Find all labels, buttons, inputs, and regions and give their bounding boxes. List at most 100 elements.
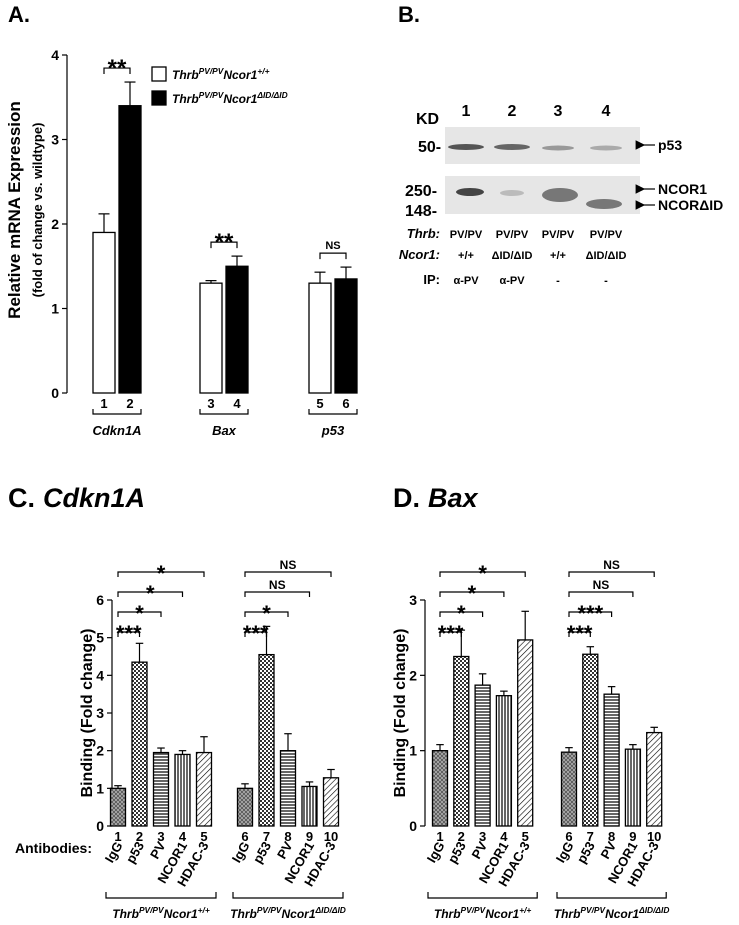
bar: [474, 684, 491, 827]
y-tick-label: 6: [96, 592, 104, 608]
name-part: Ncor1: [605, 907, 639, 921]
x-tick-label: IgG: [102, 839, 126, 865]
significance-bracket: [244, 631, 268, 637]
bar-number: 3: [479, 829, 486, 844]
significance-label: NS: [593, 578, 610, 592]
name-part: Thrb: [434, 907, 461, 921]
group-bracket: [427, 892, 538, 899]
name-part: PV/PV: [199, 90, 225, 100]
panel-label: D.: [393, 483, 420, 513]
bar: [195, 751, 213, 827]
significance-bracket: [568, 631, 591, 637]
y-tick-label: 1: [51, 301, 59, 317]
significance-label: *: [468, 581, 477, 606]
name-part: Thrb: [172, 68, 199, 82]
marker-label: 250-: [405, 183, 437, 200]
title-text: Bax: [428, 483, 479, 513]
category-bracket: [199, 409, 249, 415]
series-name: ThrbPV/PVNcor1ΔID/ΔID: [554, 905, 670, 921]
significance-bracket: [244, 611, 289, 617]
bar-number: 3: [207, 396, 214, 411]
row-cell: α-PV: [499, 275, 525, 287]
x-tick-label: IgG: [553, 839, 577, 865]
bar: [431, 750, 449, 827]
band-label: NCORΔID: [658, 197, 723, 213]
y-tick-label: 0: [51, 385, 59, 401]
bar: [603, 693, 620, 827]
bar: [279, 750, 297, 827]
band: [456, 188, 484, 196]
bar: [236, 787, 254, 827]
x-tick-label: p53: [250, 839, 274, 866]
row-cell: ΔID/ΔID: [586, 250, 627, 262]
significance-bracket: [568, 571, 655, 577]
significance-label: NS: [269, 578, 286, 592]
y-axis-label: Binding (Fold change): [392, 629, 409, 798]
y-tick-label: 2: [409, 667, 417, 683]
bar: [495, 695, 513, 827]
significance-label: **: [108, 55, 127, 82]
band: [500, 190, 524, 196]
significance-bracket: [439, 611, 484, 617]
series-name: ThrbPV/PVNcor1+/+: [172, 66, 270, 82]
name-part: +/+: [519, 905, 531, 915]
x-tick-label: Cdkn1A: [92, 423, 141, 438]
bar: [582, 653, 599, 827]
y-tick-label: 0: [409, 818, 417, 834]
legend-swatch: [151, 90, 167, 106]
marker-label: 50-: [418, 139, 441, 156]
x-tick-label: IgG: [229, 839, 253, 865]
significance-label: ***: [567, 621, 593, 646]
band: [586, 199, 622, 209]
significance-label: ***: [243, 621, 269, 646]
panel-label: B.: [398, 2, 420, 27]
blot-rows: Thrb: PV/PV PV/PV PV/PV PV/PV Ncor1: +/+ ΔID/ΔI…: [399, 226, 627, 287]
band: [494, 144, 530, 150]
bar: [301, 785, 318, 827]
significance-label: *: [262, 601, 271, 626]
significance-label: ***: [438, 621, 464, 646]
y-tick-label: 5: [96, 630, 104, 646]
row-cell: PV/PV: [590, 229, 623, 241]
significance-label: *: [135, 601, 144, 626]
bar: [152, 751, 170, 827]
bar-number: 9: [629, 829, 636, 844]
row-cell: PV/PV: [496, 229, 529, 241]
lane-number: 2: [508, 103, 517, 120]
bar: [517, 639, 534, 827]
bar-number: 6: [565, 829, 572, 844]
name-part: PV/PV: [139, 905, 165, 915]
group-bracket: [105, 892, 217, 899]
title-text: Cdkn1A: [43, 483, 145, 513]
bar: [225, 265, 249, 394]
bar: [453, 655, 470, 827]
name-part: ΔID/ΔID: [315, 905, 346, 915]
bar-number: 1: [114, 829, 121, 844]
y-tick-label: 3: [409, 592, 417, 608]
name-part: PV/PV: [461, 905, 487, 915]
name-part: ΔID/ΔID: [638, 905, 669, 915]
chart: 0 1 2 3 4 A. Relative mRNA Expression (fold of …: [5, 2, 358, 438]
chart-title: C. Cdkn1A: [8, 483, 145, 513]
category-bracket: [92, 409, 142, 415]
significance-bracket: [244, 571, 332, 577]
significance-bracket: [117, 631, 141, 637]
bar-number: 4: [500, 829, 508, 844]
row-cell: α-PV: [453, 275, 479, 287]
bar-number: 7: [263, 829, 270, 844]
y-tick-label: 0: [96, 818, 104, 834]
name-part: ΔID/ΔID: [256, 90, 287, 100]
band: [590, 145, 622, 151]
bar-number: 9: [306, 829, 313, 844]
series-name: ThrbPV/PVNcor1+/+: [112, 905, 210, 921]
name-part: Thrb: [554, 907, 581, 921]
row-cell: ΔID/ΔID: [492, 250, 533, 262]
bar-number: 4: [233, 396, 241, 411]
significance-bracket: [117, 591, 184, 597]
bar-number: 1: [436, 829, 443, 844]
name-part: Ncor1: [282, 907, 316, 921]
bar: [322, 777, 340, 827]
significance-bracket: [568, 591, 634, 597]
significance-bracket: [568, 611, 613, 617]
